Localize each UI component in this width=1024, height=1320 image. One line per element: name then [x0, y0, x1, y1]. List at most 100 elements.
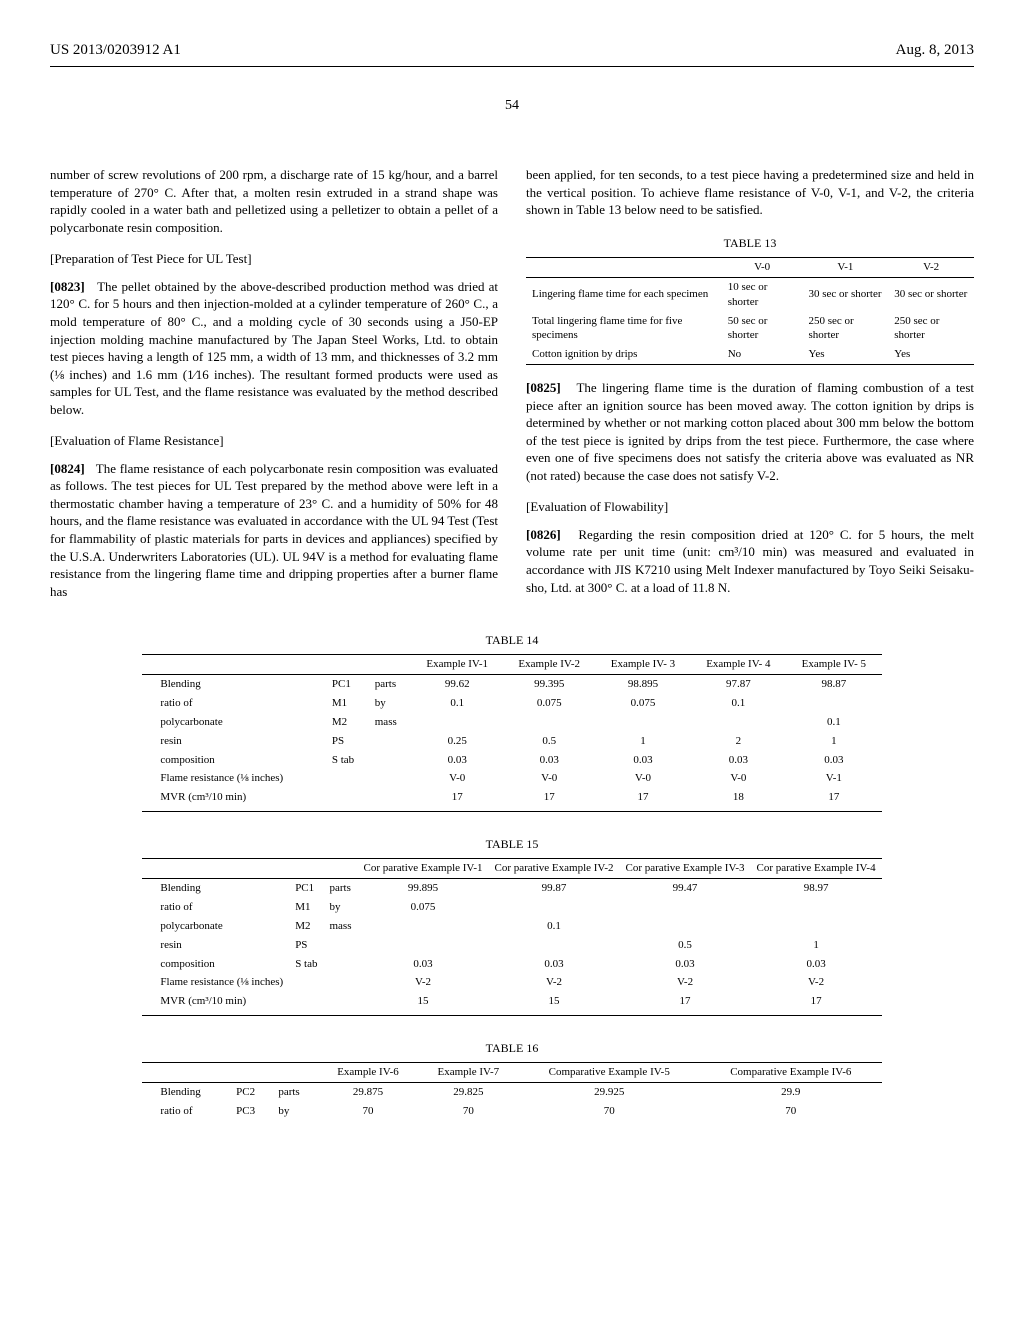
- paragraph: number of screw revolutions of 200 rpm, …: [50, 166, 498, 236]
- table-cell: Blending: [142, 879, 289, 898]
- table-cell: 0.1: [691, 694, 786, 713]
- table-cell: 98.895: [595, 675, 690, 694]
- table-cell: [289, 973, 323, 992]
- paragraph: [0826] Regarding the resin composition d…: [526, 526, 974, 596]
- table-cell: 0.075: [503, 694, 595, 713]
- table-cell: 70: [700, 1102, 882, 1121]
- table-cell: polycarbonate: [142, 917, 289, 936]
- paragraph: [0824] The flame resistance of each poly…: [50, 460, 498, 600]
- table-cell: No: [722, 345, 803, 364]
- table-cell: V-2: [751, 973, 882, 992]
- header-rule: [50, 66, 974, 67]
- table-cell: 2: [691, 732, 786, 751]
- table-cell: PS: [289, 936, 323, 955]
- table-cell: [323, 992, 357, 1011]
- table-header: [142, 1063, 230, 1083]
- table-cell: composition: [142, 751, 325, 770]
- table-cell: [369, 769, 411, 788]
- table-cell: [357, 936, 488, 955]
- table-cell: PC1: [289, 879, 323, 898]
- table-cell: [786, 694, 881, 713]
- table-cell: 0.1: [411, 694, 503, 713]
- table-cell: 99.62: [411, 675, 503, 694]
- table-cell: 30 sec or shorter: [888, 277, 974, 311]
- table-header: Comparative Example IV-6: [700, 1063, 882, 1083]
- table-cell: [411, 713, 503, 732]
- table-cell: 17: [751, 992, 882, 1011]
- table-header: V-0: [722, 257, 803, 277]
- table-caption: TABLE 14: [50, 632, 974, 648]
- table-cell: Lingering flame time for each specimen: [526, 277, 722, 311]
- table-cell: [323, 973, 357, 992]
- table-cell: [323, 936, 357, 955]
- table-cell: 30 sec or shorter: [803, 277, 889, 311]
- table-cell: [620, 917, 751, 936]
- table-header: [142, 859, 289, 879]
- table-cell: S tab: [289, 955, 323, 974]
- table-cell: 0.03: [751, 955, 882, 974]
- table-cell: V-2: [357, 973, 488, 992]
- table-cell: parts: [369, 675, 411, 694]
- table-cell: 17: [411, 788, 503, 807]
- table-cell: 0.03: [691, 751, 786, 770]
- table-cell: by: [369, 694, 411, 713]
- table-header: Example IV- 3: [595, 655, 690, 675]
- table-header: [369, 655, 411, 675]
- table-cell: 17: [786, 788, 881, 807]
- table-cell: 29.875: [318, 1083, 418, 1102]
- table-cell: PC3: [230, 1102, 272, 1121]
- table-cell: Blending: [142, 675, 325, 694]
- table-caption: TABLE 13: [526, 235, 974, 251]
- table-cell: composition: [142, 955, 289, 974]
- table-cell: 15: [357, 992, 488, 1011]
- table-cell: V-1: [786, 769, 881, 788]
- table-cell: 0.1: [489, 917, 620, 936]
- table-cell: [326, 769, 369, 788]
- table-cell: MVR (cm³/10 min): [142, 992, 289, 1011]
- table-cell: ratio of: [142, 1102, 230, 1121]
- table-cell: 29.9: [700, 1083, 882, 1102]
- table-16: Example IV-6 Example IV-7 Comparative Ex…: [142, 1062, 881, 1121]
- table-cell: V-0: [691, 769, 786, 788]
- table-cell: 0.075: [595, 694, 690, 713]
- table-cell: 99.47: [620, 879, 751, 898]
- table-cell: 29.825: [418, 1083, 518, 1102]
- table-cell: 99.395: [503, 675, 595, 694]
- table-cell: 250 sec or shorter: [803, 312, 889, 346]
- paragraph: [0825] The lingering flame time is the d…: [526, 379, 974, 484]
- table-cell: 0.03: [503, 751, 595, 770]
- table-cell: 17: [503, 788, 595, 807]
- table-cell: 99.895: [357, 879, 488, 898]
- paragraph: been applied, for ten seconds, to a test…: [526, 166, 974, 219]
- table-cell: 0.075: [357, 898, 488, 917]
- table-cell: 0.03: [489, 955, 620, 974]
- table-cell: [369, 751, 411, 770]
- table-cell: ratio of: [142, 898, 289, 917]
- table-cell: [751, 898, 882, 917]
- table-caption: TABLE 16: [50, 1040, 974, 1056]
- table-header: V-2: [888, 257, 974, 277]
- table-cell: 70: [518, 1102, 700, 1121]
- table-header: [323, 859, 357, 879]
- two-column-body: number of screw revolutions of 200 rpm, …: [50, 166, 974, 612]
- table-cell: 0.03: [786, 751, 881, 770]
- paragraph-number: [0824]: [50, 461, 85, 476]
- table-header: Example IV-2: [503, 655, 595, 675]
- table-cell: parts: [323, 879, 357, 898]
- table-cell: S tab: [326, 751, 369, 770]
- table-cell: V-2: [620, 973, 751, 992]
- table-cell: 0.03: [620, 955, 751, 974]
- paragraph-text: Regarding the resin composition dried at…: [526, 527, 974, 595]
- paragraph-text: The pellet obtained by the above-describ…: [50, 279, 498, 417]
- table-cell: Total lingering flame time for five spec…: [526, 312, 722, 346]
- table-cell: [369, 732, 411, 751]
- table-cell: 1: [595, 732, 690, 751]
- table-cell: mass: [323, 917, 357, 936]
- table-cell: M2: [326, 713, 369, 732]
- table-cell: 50 sec or shorter: [722, 312, 803, 346]
- table-13: V-0 V-1 V-2 Lingering flame time for eac…: [526, 257, 974, 365]
- table-cell: 0.1: [786, 713, 881, 732]
- table-cell: 0.03: [595, 751, 690, 770]
- table-cell: 70: [418, 1102, 518, 1121]
- page-number: 54: [50, 97, 974, 116]
